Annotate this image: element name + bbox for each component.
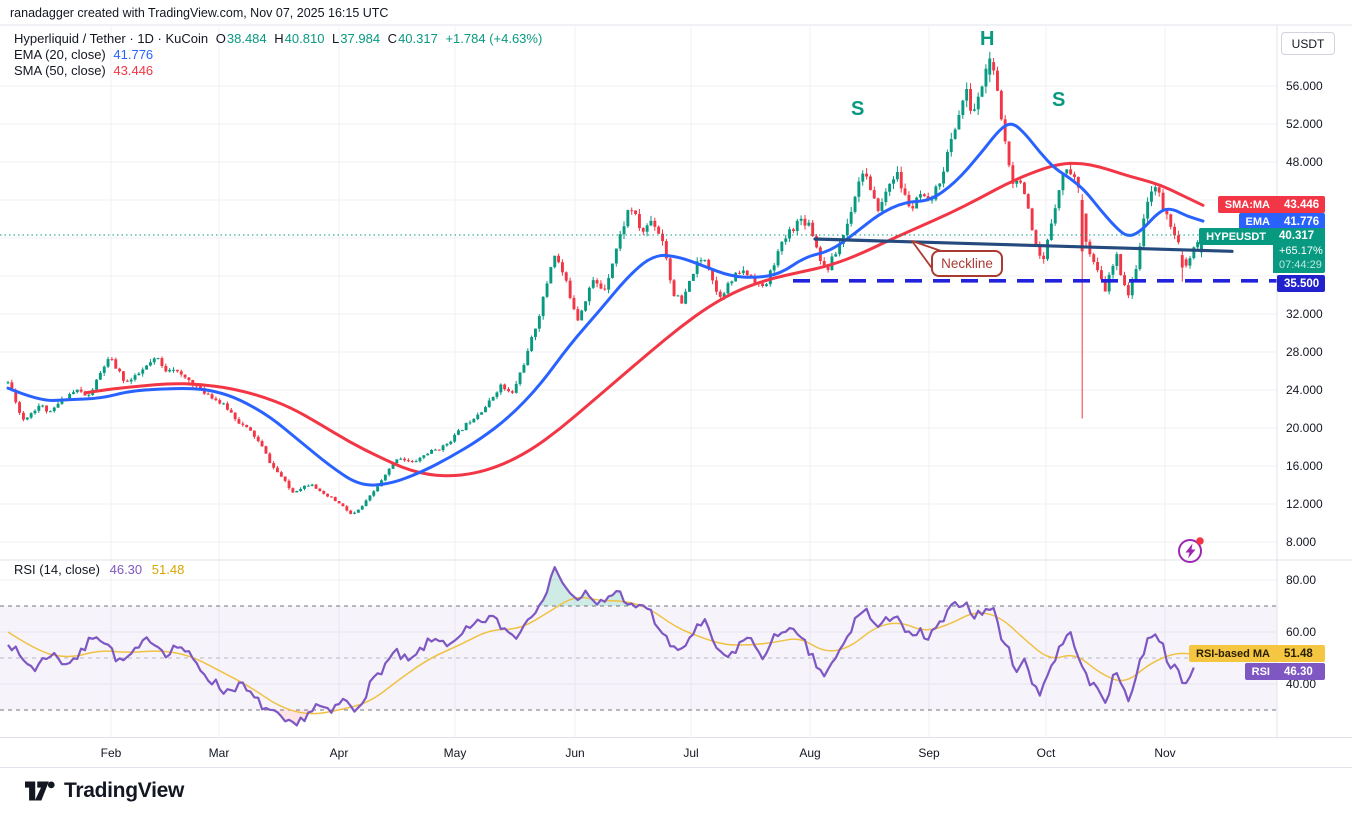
price-tick-label: 16.000 (1286, 459, 1323, 473)
price-tick-label: 28.000 (1286, 345, 1323, 359)
ohlc-open-value: 38.484 (226, 31, 267, 46)
last-price-badge: HYPEUSDT 40.317 +65.17% 07:44:29 (1199, 228, 1325, 273)
ohlc-close-label: C (387, 31, 398, 46)
ohlc-close-value: 40.317 (398, 31, 438, 46)
time-axis[interactable]: Feb Mar Apr May Jun Jul Aug Sep Oct Nov (0, 737, 1352, 768)
month-label-mar: Mar (208, 746, 230, 760)
tradingview-logo-text: TradingView (64, 779, 185, 802)
rsi-badge: RSI 46.30 (1244, 663, 1325, 680)
ohlc-open-label: O (215, 31, 226, 46)
price-tick-label: 52.000 (1286, 117, 1323, 131)
month-label-jul: Jul (683, 746, 699, 760)
rsi-ma-badge-name: RSI-based MA (1189, 645, 1277, 662)
symbol-title[interactable]: Hyperliquid / Tether · 1D · KuCoin (14, 31, 209, 46)
price-tick-label: 32.000 (1286, 307, 1323, 321)
currency-button[interactable]: USDT (1281, 32, 1335, 55)
right-shoulder-label: S (1052, 89, 1066, 111)
month-label-aug: Aug (799, 746, 821, 760)
support-price-badge: 35.500 (1277, 275, 1325, 292)
rsi-badge-name: RSI (1244, 663, 1277, 680)
sma-badge-value: 43.446 (1277, 196, 1325, 213)
rsi-legend-value: 46.30 (109, 562, 143, 577)
sma-legend-value: 43.446 (113, 63, 154, 78)
bar-countdown: 07:44:29 (1279, 259, 1322, 271)
rsi-tick-label: 80.00 (1286, 573, 1317, 587)
rsi-tick-label: 60.00 (1286, 625, 1317, 639)
rsi-badge-value: 46.30 (1277, 663, 1325, 680)
neckline-callout[interactable]: Neckline (931, 250, 1003, 277)
rsi-tick-label: 40.00 (1286, 677, 1317, 691)
rsi-ma-legend-value: 51.48 (151, 562, 185, 577)
ema-legend-value: 41.776 (113, 47, 154, 62)
ohlc-change: +1.784 (+4.63%) (445, 31, 543, 46)
rsi-legend-row[interactable]: RSI (14, close) 46.30 51.48 (14, 562, 184, 577)
tradingview-logo[interactable]: TradingView (25, 779, 184, 803)
rsi-ma-badge: RSI-based MA 51.48 (1189, 645, 1325, 662)
sma-legend-row[interactable]: SMA (50, close) 43.446 (14, 63, 546, 79)
attribution-text: ranadagger created with TradingView.com,… (10, 6, 389, 20)
price-tick-label: 8.000 (1286, 535, 1317, 549)
last-price-change: +65.17% (1279, 245, 1323, 257)
last-badge-block: 40.317 +65.17% 07:44:29 (1273, 228, 1325, 273)
month-label-may: May (443, 746, 467, 760)
sma-price-badge: SMA:MA 43.446 (1217, 196, 1325, 213)
ohlc-low-label: L (332, 31, 340, 46)
symbol-legend-row[interactable]: Hyperliquid / Tether · 1D · KuCoin O38.4… (14, 31, 546, 47)
support-badge-value: 35.500 (1277, 275, 1325, 292)
month-label-jun: Jun (565, 746, 585, 760)
ema-badge-value: 41.776 (1277, 213, 1325, 230)
price-tick-label: 20.000 (1286, 421, 1323, 435)
last-badge-symbol: HYPEUSDT (1199, 228, 1273, 245)
price-tick-label: 12.000 (1286, 497, 1323, 511)
head-label: H (980, 28, 995, 50)
sma-badge-name: SMA:MA (1217, 196, 1277, 213)
price-tick-label: 24.000 (1286, 383, 1323, 397)
tradingview-logo-icon (25, 780, 55, 802)
sma-legend-label: SMA (50, close) (14, 63, 106, 78)
symbol-legend: Hyperliquid / Tether · 1D · KuCoin O38.4… (14, 31, 546, 79)
price-tick-label: 48.000 (1286, 155, 1323, 169)
month-label-sep: Sep (918, 746, 940, 760)
ohlc-high-label: H (274, 31, 284, 46)
month-label-nov: Nov (1154, 746, 1176, 760)
ema-badge-name: EMA (1238, 213, 1277, 230)
rsi-legend-label: RSI (14, close) (14, 562, 100, 577)
ema-legend-row[interactable]: EMA (20, close) 41.776 (14, 47, 546, 63)
month-label-oct: Oct (1036, 746, 1056, 760)
ohlc-high-value: 40.810 (284, 31, 325, 46)
last-price-value: 40.317 (1279, 230, 1315, 242)
ohlc-low-value: 37.984 (340, 31, 381, 46)
rsi-ma-badge-value: 51.48 (1277, 645, 1325, 662)
ema-price-badge: EMA 41.776 (1238, 213, 1325, 230)
month-label-feb: Feb (100, 746, 122, 760)
ema-legend-label: EMA (20, close) (14, 47, 106, 62)
month-label-apr: Apr (329, 746, 349, 760)
left-shoulder-label: S (851, 98, 865, 120)
price-tick-label: 56.000 (1286, 79, 1323, 93)
lightning-icon[interactable] (1175, 534, 1207, 566)
